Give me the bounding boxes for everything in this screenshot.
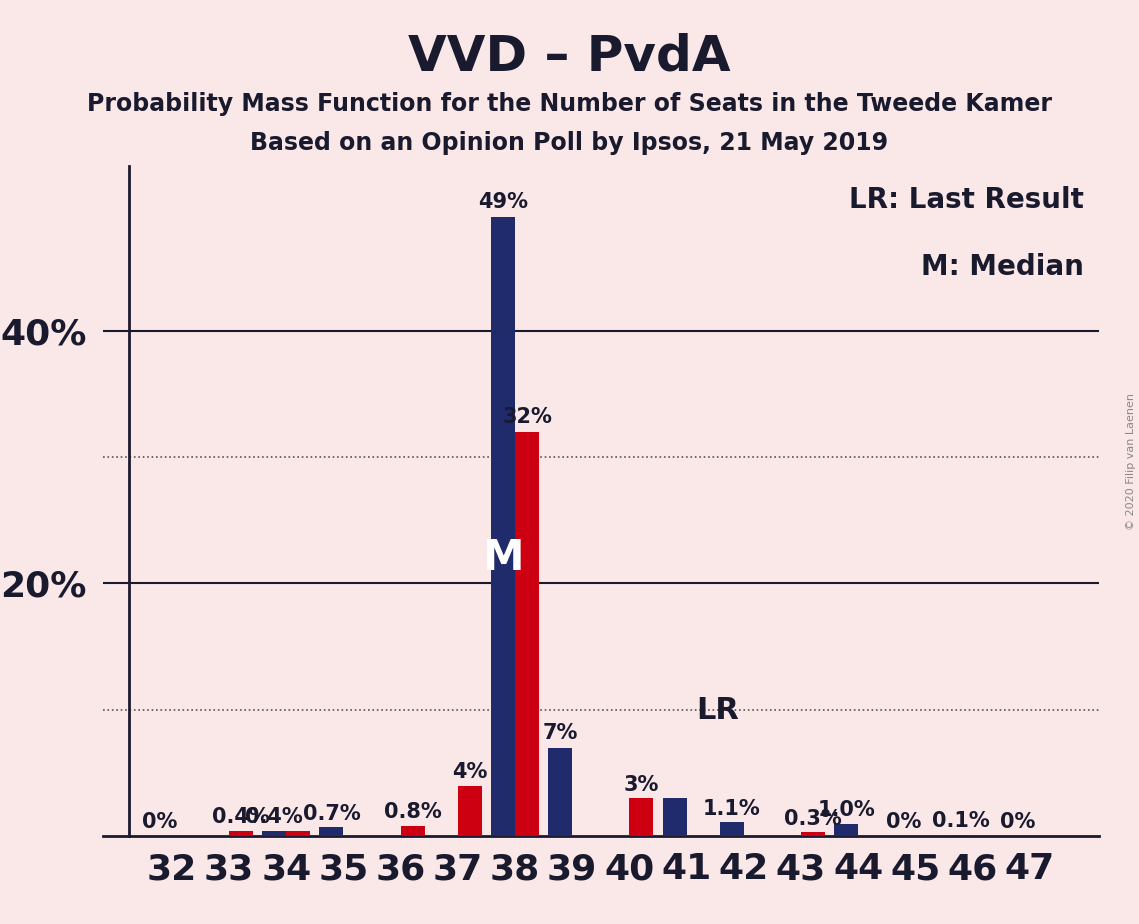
Text: 0.8%: 0.8% <box>384 802 442 822</box>
Bar <box>720 822 744 836</box>
Text: LR: Last Result: LR: Last Result <box>850 187 1084 214</box>
Bar <box>286 832 310 836</box>
Bar <box>458 785 482 836</box>
Text: 32%: 32% <box>502 407 552 427</box>
Bar <box>401 826 425 836</box>
Text: 0.4%: 0.4% <box>245 808 303 827</box>
Bar <box>801 833 825 836</box>
Bar <box>949 835 973 836</box>
Bar <box>548 748 572 836</box>
Bar <box>319 827 344 836</box>
Text: 7%: 7% <box>542 723 577 743</box>
Text: 4%: 4% <box>452 762 487 782</box>
Bar <box>515 432 539 836</box>
Text: VVD – PvdA: VVD – PvdA <box>408 32 731 80</box>
Text: 0.3%: 0.3% <box>784 808 842 829</box>
Text: 0.1%: 0.1% <box>932 811 990 832</box>
Text: Based on an Opinion Poll by Ipsos, 21 May 2019: Based on an Opinion Poll by Ipsos, 21 Ma… <box>251 131 888 155</box>
Bar <box>491 217 515 836</box>
Text: 0.7%: 0.7% <box>303 804 360 823</box>
Text: 49%: 49% <box>478 192 528 212</box>
Bar <box>663 798 687 836</box>
Text: M: Median: M: Median <box>921 253 1084 282</box>
Bar <box>630 798 654 836</box>
Text: 0%: 0% <box>142 812 178 833</box>
Bar <box>229 832 253 836</box>
Bar <box>834 823 858 836</box>
Text: 0.4%: 0.4% <box>212 808 270 827</box>
Text: 1.1%: 1.1% <box>703 798 761 819</box>
Text: LR: LR <box>697 696 739 725</box>
Text: 0%: 0% <box>1000 812 1035 833</box>
Text: © 2020 Filip van Laenen: © 2020 Filip van Laenen <box>1125 394 1136 530</box>
Bar <box>262 832 286 836</box>
Text: Probability Mass Function for the Number of Seats in the Tweede Kamer: Probability Mass Function for the Number… <box>87 92 1052 116</box>
Text: 0%: 0% <box>886 812 921 833</box>
Text: 1.0%: 1.0% <box>818 800 875 820</box>
Text: 3%: 3% <box>624 774 659 795</box>
Text: M: M <box>482 537 524 579</box>
